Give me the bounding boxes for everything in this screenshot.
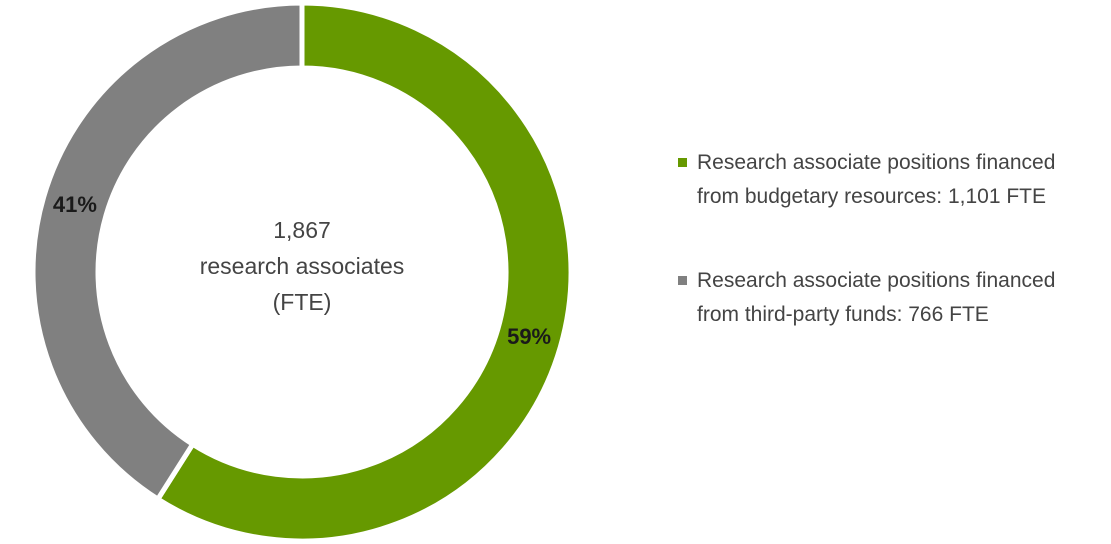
legend-text: Research associate positions financed fr… [697,151,1056,208]
value-label: 59% [507,324,551,349]
legend-item: Research associate positions financed fr… [678,146,1098,214]
center-text: (FTE) [273,289,332,315]
legend-text: Research associate positions financed fr… [697,269,1056,326]
legend: Research associate positions financed fr… [678,146,1098,382]
legend-swatch [678,158,687,167]
legend-swatch [678,276,687,285]
center-text: 1,867 [273,217,331,243]
donut-segment [30,0,305,503]
center-text: research associates [200,253,405,279]
value-label: 41% [53,192,97,217]
chart: 59% 41% 1,867 research associates (FTE) [30,0,574,544]
donut-segment [154,0,574,544]
legend-item: Research associate positions financed fr… [678,264,1098,332]
